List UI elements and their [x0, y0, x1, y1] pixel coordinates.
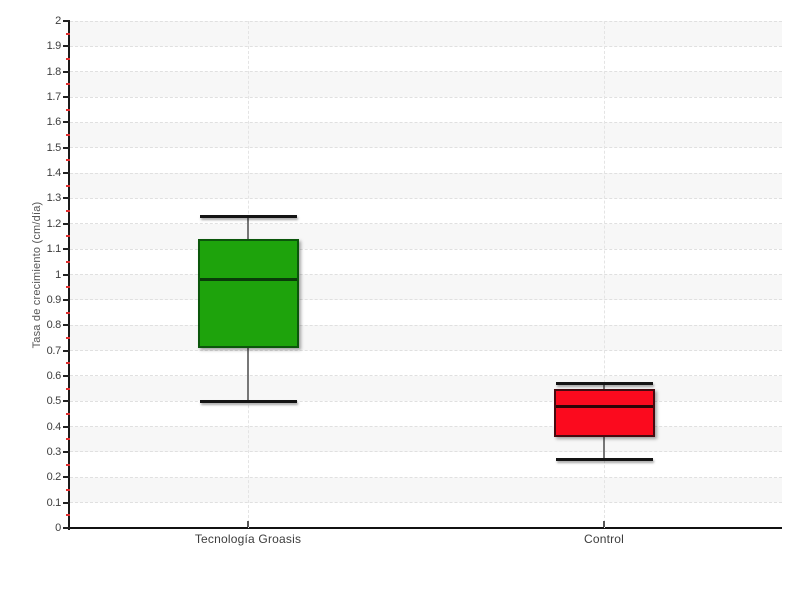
y-axis-minor-tick: [66, 260, 70, 263]
y-axis-major-tick: [63, 450, 70, 453]
y-axis-minor-tick: [66, 108, 70, 111]
y-axis-tick-label: 1.3: [46, 192, 62, 205]
y-axis-major-tick: [63, 248, 70, 251]
y-axis-tick-label: 0.9: [46, 293, 62, 306]
y-axis-tick-label: 1: [55, 268, 61, 281]
y-axis-major-tick: [63, 96, 70, 99]
y-axis-major-tick: [63, 20, 70, 22]
y-axis-major-tick: [63, 527, 70, 529]
y-axis-major-tick: [63, 400, 70, 403]
y-axis-minor-tick: [66, 311, 70, 314]
horizontal-gridline: [70, 299, 782, 301]
y-axis-tick-label: 2: [55, 15, 61, 27]
y-axis-tick-label: 0.8: [46, 319, 62, 332]
horizontal-gridline: [70, 248, 782, 250]
y-axis-tick-label: 0.7: [46, 344, 62, 357]
y-axis-minor-tick: [66, 412, 70, 415]
box-iqr: [553, 388, 655, 437]
y-axis-minor-tick: [66, 58, 70, 61]
median-line: [555, 404, 653, 408]
y-axis-major-tick: [63, 324, 70, 327]
y-axis-major-tick: [63, 222, 70, 225]
horizontal-gridline: [70, 223, 782, 225]
y-axis-minor-tick: [66, 184, 70, 187]
y-axis-minor-tick: [66, 210, 70, 213]
y-axis-tick-label: 1.5: [46, 141, 62, 154]
y-axis-minor-tick: [66, 488, 70, 491]
median-line: [199, 278, 297, 282]
horizontal-gridline: [70, 147, 782, 149]
whisker-cap-min: [555, 458, 653, 462]
horizontal-gridline: [70, 324, 782, 326]
vertical-gridline: [604, 21, 605, 528]
y-axis-major-tick: [63, 349, 70, 352]
horizontal-gridline: [70, 400, 782, 402]
y-axis-tick-label: 0.2: [46, 471, 62, 484]
y-axis-major-tick: [63, 121, 70, 124]
y-axis-tick-label: 0.3: [46, 445, 62, 458]
y-axis-minor-tick: [66, 362, 70, 365]
y-axis-minor-tick: [66, 336, 70, 339]
y-axis-major-tick: [63, 425, 70, 428]
y-axis-major-tick: [63, 197, 70, 200]
y-axis-major-tick: [63, 146, 70, 149]
horizontal-gridline: [70, 71, 782, 73]
x-axis-line: [68, 527, 782, 529]
y-axis-major-tick: [63, 374, 70, 377]
y-axis-major-tick: [63, 70, 70, 73]
y-axis-tick-label: 0.1: [46, 496, 62, 509]
y-axis-minor-tick: [66, 83, 70, 86]
horizontal-gridline: [70, 197, 782, 199]
x-axis-category-label: Tecnología Groasis: [194, 532, 302, 546]
y-axis-major-tick: [63, 273, 70, 276]
y-axis-minor-tick: [66, 514, 70, 517]
horizontal-gridline: [70, 121, 782, 123]
y-axis-minor-tick: [66, 235, 70, 238]
y-axis-minor-tick: [66, 463, 70, 466]
horizontal-gridline: [70, 426, 782, 428]
y-axis-minor-tick: [66, 387, 70, 390]
x-axis-tick: [603, 521, 605, 527]
y-axis-minor-tick: [66, 159, 70, 162]
y-axis-minor-tick: [66, 32, 70, 35]
x-axis-tick: [247, 521, 249, 527]
horizontal-gridline: [70, 20, 782, 22]
horizontal-gridline: [70, 274, 782, 275]
y-axis-tick-label: 1.6: [46, 116, 62, 129]
y-axis-line: [68, 21, 70, 530]
y-axis-minor-tick: [66, 134, 70, 137]
whisker-cap-min: [199, 399, 297, 403]
y-axis-tick-label: 1.9: [46, 40, 62, 53]
whisker-cap-max: [555, 382, 653, 385]
horizontal-gridline: [70, 502, 782, 504]
y-axis-major-tick: [63, 172, 70, 175]
y-axis-tick-label: 0: [55, 522, 61, 534]
y-axis-tick-label: 1.1: [46, 243, 62, 256]
y-axis-tick-label: 1.2: [46, 217, 62, 230]
y-axis-major-tick: [63, 45, 70, 48]
y-axis-tick-label: 1.4: [46, 167, 62, 180]
y-axis-tick-label: 0.5: [46, 395, 62, 408]
horizontal-gridline: [70, 172, 782, 174]
y-axis-minor-tick: [66, 286, 70, 289]
y-axis-tick-label: 1.7: [46, 91, 62, 104]
horizontal-gridline: [70, 96, 782, 98]
horizontal-gridline: [70, 375, 782, 377]
horizontal-gridline: [70, 451, 782, 453]
horizontal-gridline: [70, 476, 782, 478]
horizontal-gridline: [70, 350, 782, 352]
x-axis-category-label: Control: [583, 532, 625, 546]
y-axis-minor-tick: [66, 438, 70, 441]
y-axis-tick-label: 0.4: [46, 420, 62, 433]
box-iqr: [197, 239, 299, 348]
horizontal-gridline: [70, 45, 782, 47]
y-axis-major-tick: [63, 298, 70, 301]
y-axis-major-tick: [63, 501, 70, 504]
y-axis-tick-label: 0.6: [46, 369, 62, 382]
y-axis-tick-label: 1.8: [46, 65, 62, 78]
y-axis-major-tick: [63, 476, 70, 479]
whisker-cap-max: [199, 214, 297, 218]
